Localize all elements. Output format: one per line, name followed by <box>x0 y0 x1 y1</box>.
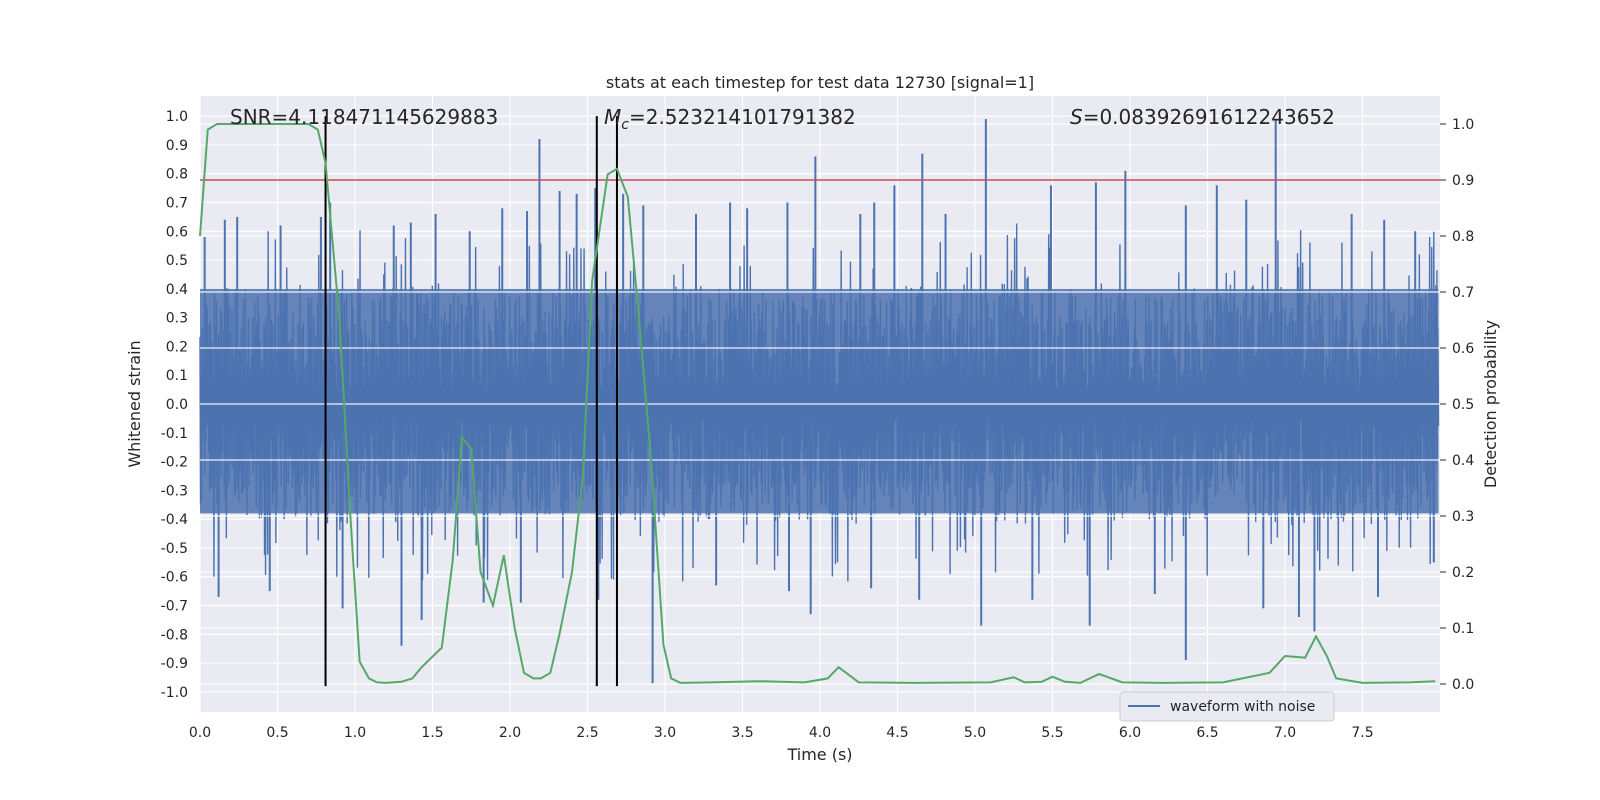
y2-tick-label: 0.3 <box>1452 509 1474 525</box>
legend-box <box>1119 691 1335 722</box>
x-tick-label: 3.0 <box>654 725 676 741</box>
legend: waveform with noise <box>1119 691 1335 722</box>
x-tick-label: 3.5 <box>731 725 753 741</box>
x-tick-label: 5.5 <box>1041 725 1063 741</box>
y2-tick-label: 0.0 <box>1452 677 1474 693</box>
y-tick-label: 0.4 <box>166 282 188 298</box>
y2-axis-label: Detection probability <box>1481 320 1500 488</box>
y2-tick-label: 0.9 <box>1452 173 1474 189</box>
y2-tick-label: 0.5 <box>1452 397 1474 413</box>
y2-tick-label: 0.2 <box>1452 565 1474 581</box>
x-tick-label: 1.0 <box>344 725 366 741</box>
y-tick-label: 0.0 <box>166 397 188 413</box>
x-tick-label: 2.0 <box>499 725 521 741</box>
y2-tick-label: 1.0 <box>1452 117 1474 133</box>
y-tick-label: 0.8 <box>166 167 188 183</box>
y2-tick-label: 0.1 <box>1452 621 1474 637</box>
x-tick-label: 2.5 <box>576 725 598 741</box>
snr-annotation: SNR=4.118471145629883 <box>230 105 498 129</box>
x-tick-label: 1.5 <box>421 725 443 741</box>
x-tick-label: 0.5 <box>266 725 288 741</box>
y-tick-label: 0.5 <box>166 253 188 269</box>
y-tick-label: -0.9 <box>161 656 188 672</box>
y-tick-label: 1.0 <box>166 109 188 125</box>
chart-title: stats at each timestep for test data 127… <box>606 73 1034 92</box>
y-tick-label: 0.2 <box>166 339 188 355</box>
probability-series <box>199 123 1436 684</box>
y-tick-label: -0.7 <box>161 598 188 614</box>
waveform-core <box>200 288 1439 514</box>
x-tick-label: 0.0 <box>189 725 211 741</box>
y-tick-label: -0.6 <box>161 570 188 586</box>
y-tick-label: 0.3 <box>166 311 188 327</box>
y2-tick-label: 0.4 <box>1452 453 1474 469</box>
s-value: =0.08392691612243652 <box>1083 105 1335 129</box>
x-tick-label: 7.5 <box>1351 725 1373 741</box>
x-tick-label: 4.5 <box>886 725 908 741</box>
s-symbol: S <box>1070 105 1083 129</box>
y-tick-label: -1.0 <box>161 685 188 701</box>
y-tick-label: -0.1 <box>161 426 188 442</box>
waveform-series <box>199 119 1440 684</box>
y-tick-label: 0.7 <box>166 196 188 212</box>
y2-tick-label: 0.8 <box>1452 229 1474 245</box>
y-tick-label: -0.8 <box>161 627 188 643</box>
x-tick-label: 6.0 <box>1119 725 1141 741</box>
y-tick-label: -0.3 <box>161 483 188 499</box>
chirp-mass-value: =2.523214101791382 <box>629 105 856 129</box>
x-tick-label: 4.0 <box>809 725 831 741</box>
chirp-mass-annotation: Mc=2.523214101791382 <box>604 105 856 133</box>
x-axis-label: Time (s) <box>786 745 852 764</box>
y-tick-label: 0.1 <box>166 368 188 384</box>
y-tick-label: -0.5 <box>161 541 188 557</box>
y-tick-label: 0.9 <box>166 138 188 154</box>
x-tick-label: 7.0 <box>1274 725 1296 741</box>
y-tick-label: -0.2 <box>161 455 188 471</box>
y-tick-label: -0.4 <box>161 512 188 528</box>
s-annotation: S=0.08392691612243652 <box>1070 105 1335 129</box>
chirp-mass-subscript: c <box>621 117 629 133</box>
x-tick-label: 6.5 <box>1196 725 1218 741</box>
y-axis-label: Whitened strain <box>125 340 144 467</box>
legend-label: waveform with noise <box>1170 699 1315 715</box>
vertical-lines <box>324 116 618 687</box>
axis-ticks: 0.0 0.5 1.0 1.5 2.0 2.5 3.0 3.5 4.0 4.5 5.0 5.5 6.0 6… <box>161 109 1475 741</box>
y2-tick-label: 0.6 <box>1452 341 1474 357</box>
probability-line <box>199 123 1436 684</box>
chirp-mass-symbol: M <box>604 105 621 129</box>
y2-tick-label: 0.7 <box>1452 285 1474 301</box>
x-tick-label: 5.0 <box>964 725 986 741</box>
y-tick-label: 0.6 <box>166 224 188 240</box>
